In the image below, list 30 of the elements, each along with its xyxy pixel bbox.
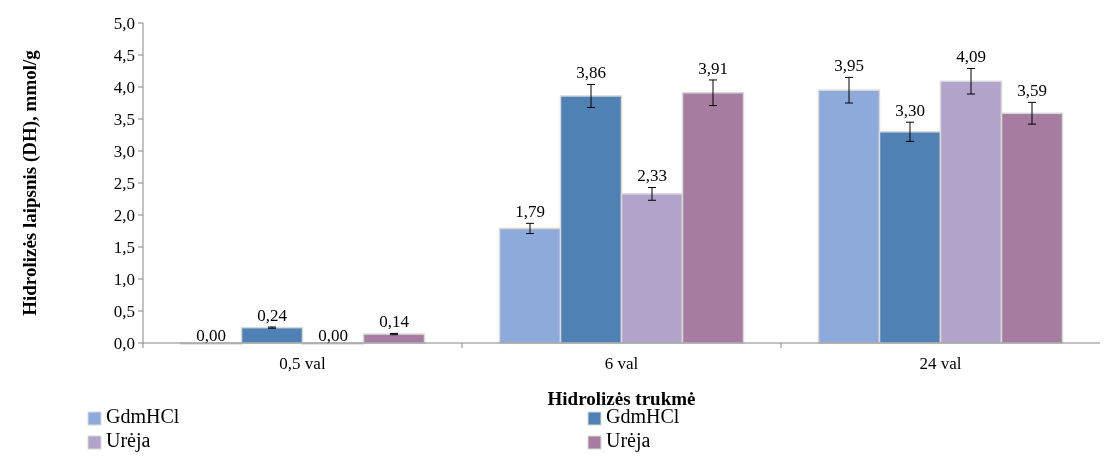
y-tick-label: 2,0	[113, 205, 135, 225]
y-tick-label: 4,0	[113, 77, 135, 97]
y-tick-label: 1,5	[113, 237, 135, 257]
data-label: 0,24	[257, 306, 288, 325]
y-tick-label: 0,5	[113, 301, 135, 321]
y-tick-label: 2,5	[113, 173, 135, 193]
data-label: 3,86	[576, 63, 606, 83]
y-tick-label: 5,0	[113, 13, 135, 33]
y-tick-label: 1,0	[113, 269, 135, 289]
legend-label: GdmHCl	[106, 405, 180, 427]
x-tick-label: 24 val	[919, 354, 962, 373]
data-label: 3,91	[698, 58, 728, 78]
data-label: 2,33	[637, 166, 667, 186]
legend-label: Urėja	[106, 429, 151, 452]
data-label: 0,14	[379, 312, 410, 332]
x-tick-label: 6 val	[604, 354, 639, 373]
y-tick-label: 3,0	[113, 141, 135, 161]
data-label: 3,95	[834, 56, 864, 76]
data-label: 3,30	[895, 101, 925, 121]
x-tick-label: 0,5 val	[279, 354, 326, 373]
y-tick-label: 4,5	[113, 45, 135, 65]
data-label: 0,00	[196, 326, 226, 345]
data-label: 4,09	[956, 47, 986, 67]
y-tick-label: 3,5	[113, 109, 135, 129]
data-label: 3,59	[1017, 81, 1047, 101]
data-label: 1,79	[515, 202, 545, 222]
y-tick-label: 0,0	[113, 333, 135, 353]
legend-label: Urėja	[606, 429, 651, 452]
data-label: 0,00	[318, 326, 348, 345]
y-axis-title: Hidrolizės laipsnis (DH), mmol/g	[19, 49, 41, 316]
